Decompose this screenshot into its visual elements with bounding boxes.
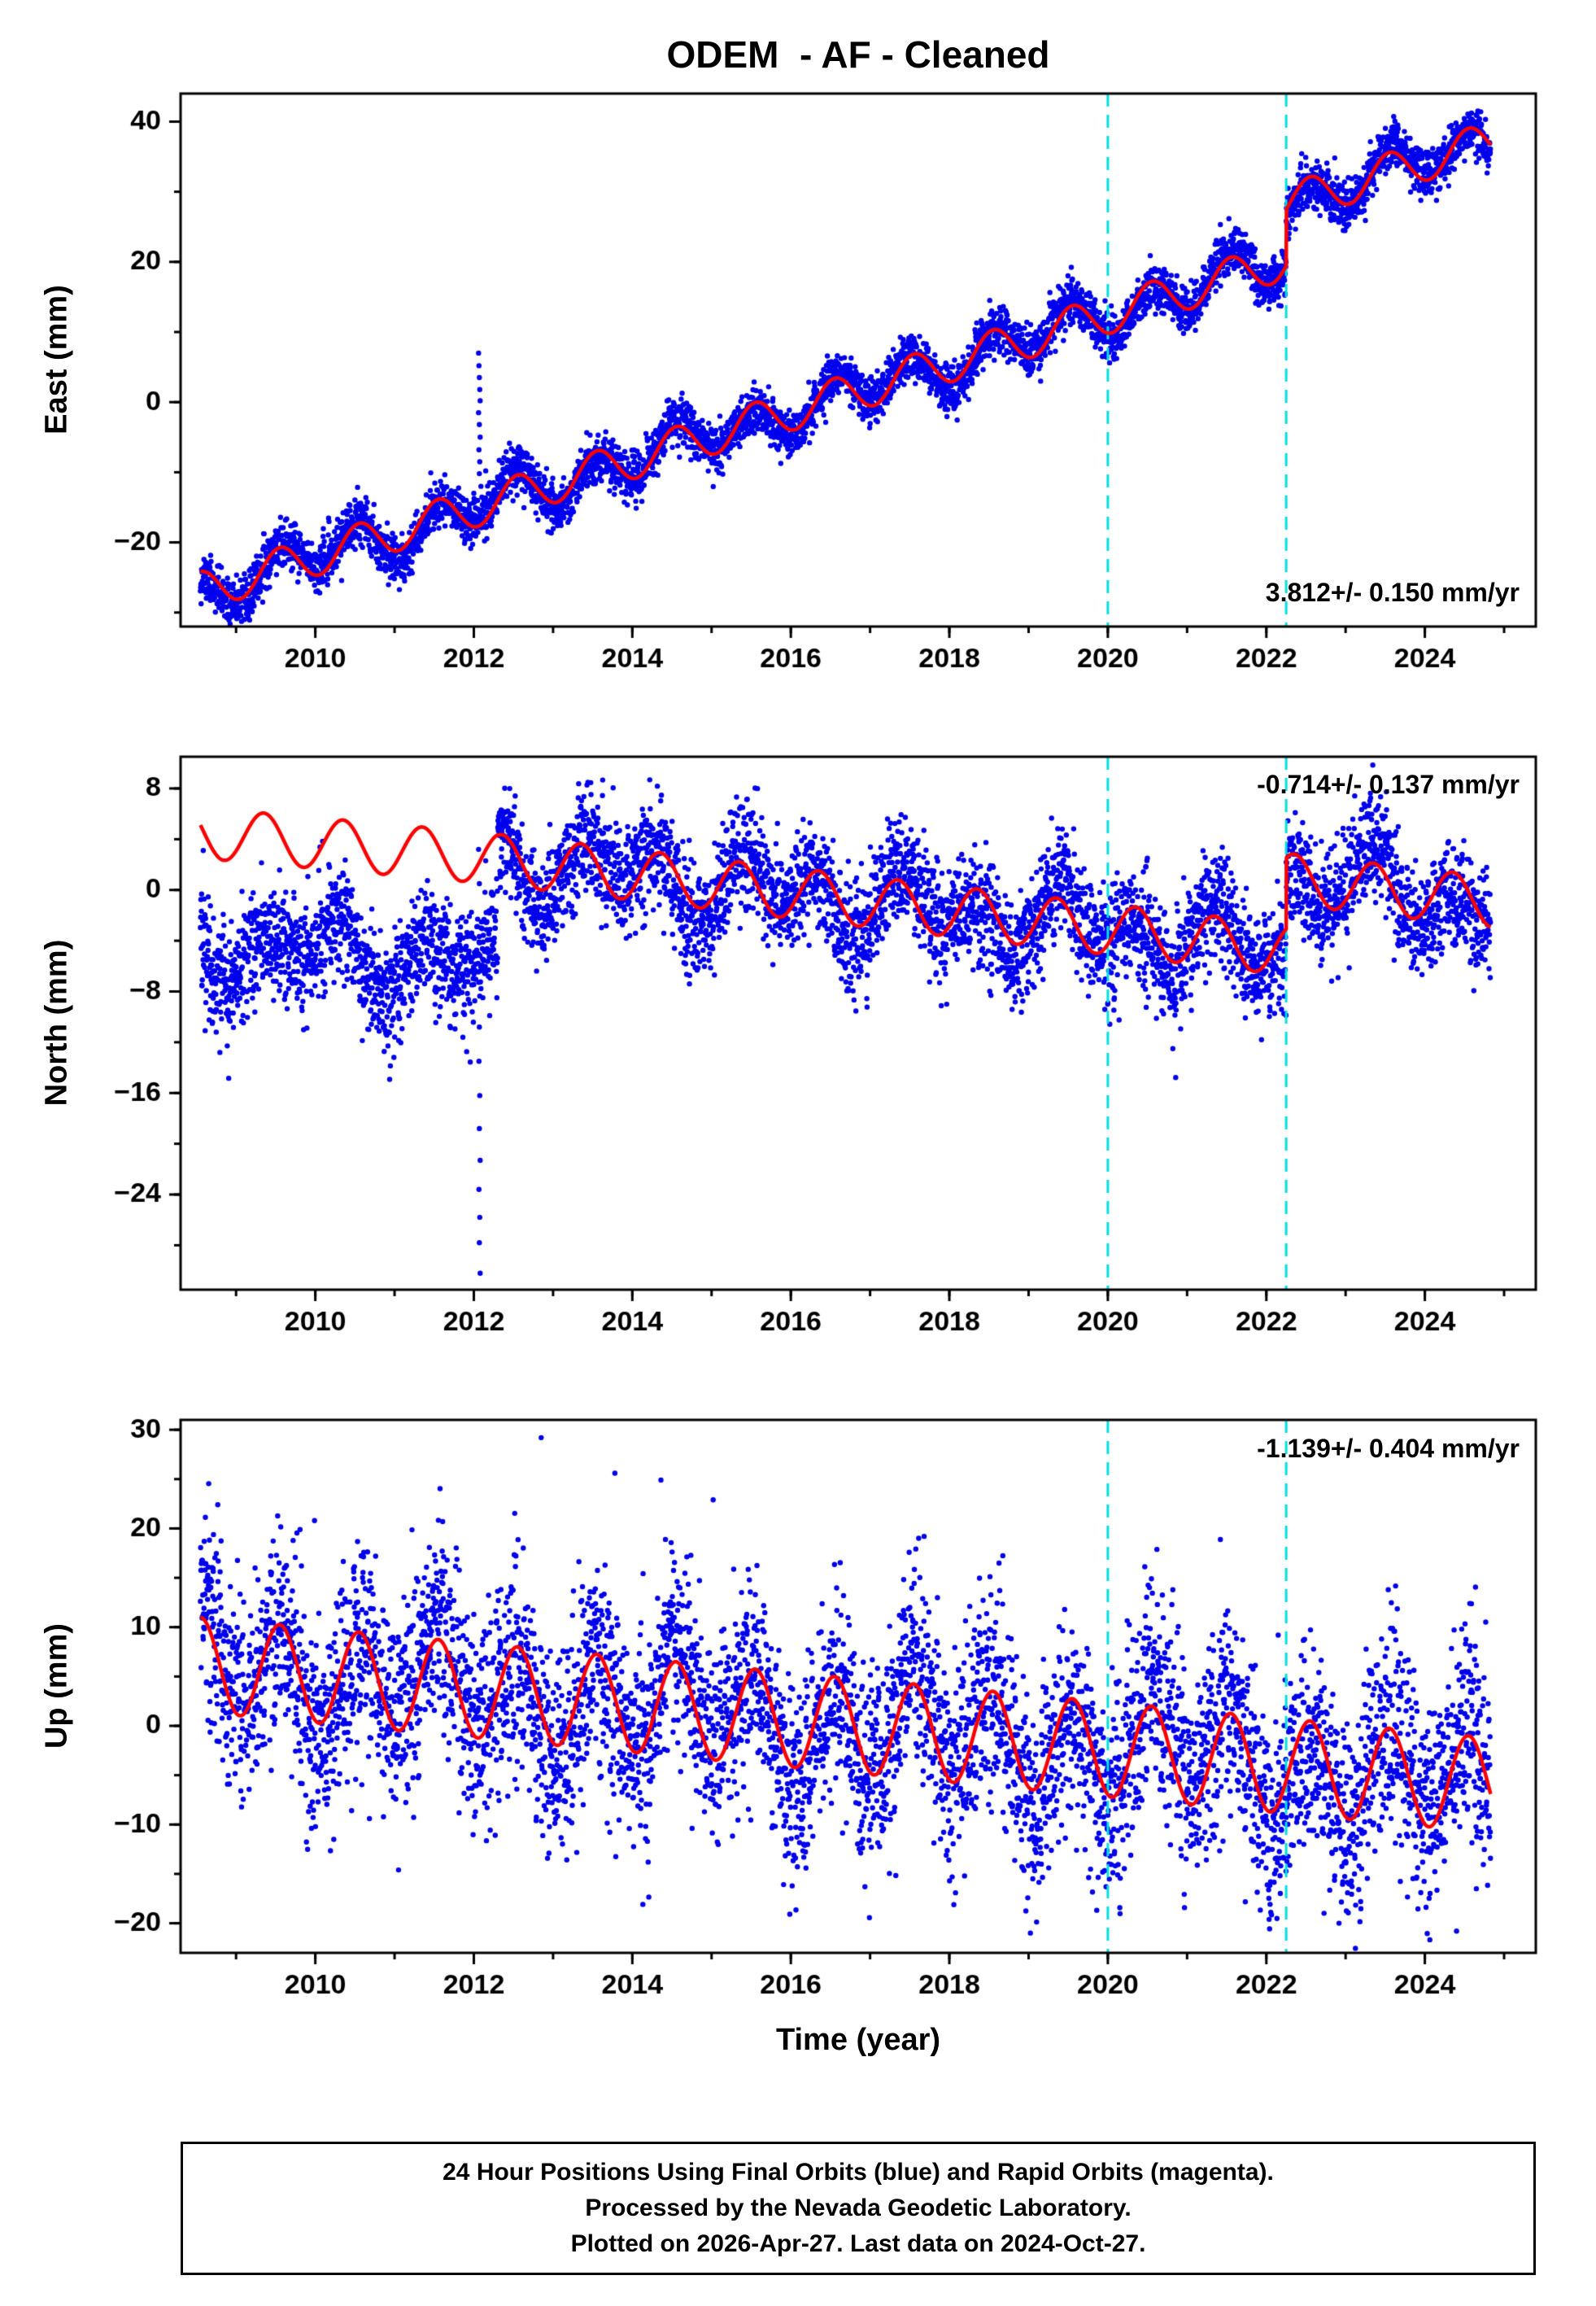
up-rate-label: -1.139+/- 0.404 mm/yr	[1257, 1434, 1520, 1463]
north-rate-label: -0.714+/- 0.137 mm/yr	[1257, 770, 1520, 799]
north-axis-label: North (mm)	[39, 939, 74, 1107]
x-axis-label: Time (year)	[775, 2023, 941, 2057]
footer-box: 24 Hour Positions Using Final Orbits (bl…	[181, 2142, 1536, 2275]
footer-line-plotted: Plotted on 2026-Apr-27. Last data on 202…	[570, 2230, 1146, 2257]
footer-line-processed: Processed by the Nevada Geodetic Laborat…	[585, 2195, 1132, 2221]
east-rate-label: 3.812+/- 0.150 mm/yr	[1265, 578, 1520, 607]
up-axis-label: Up (mm)	[39, 1622, 74, 1749]
footer-line-orbits: 24 Hour Positions Using Final Orbits (bl…	[443, 2159, 1274, 2186]
plot-title: ODEM - AF - Cleaned	[666, 33, 1050, 76]
east-axis-label: East (mm)	[39, 285, 74, 435]
